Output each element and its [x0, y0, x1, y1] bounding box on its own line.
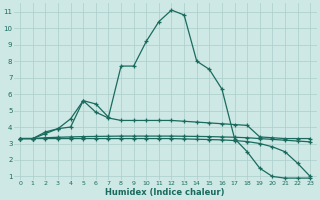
X-axis label: Humidex (Indice chaleur): Humidex (Indice chaleur): [106, 188, 225, 197]
